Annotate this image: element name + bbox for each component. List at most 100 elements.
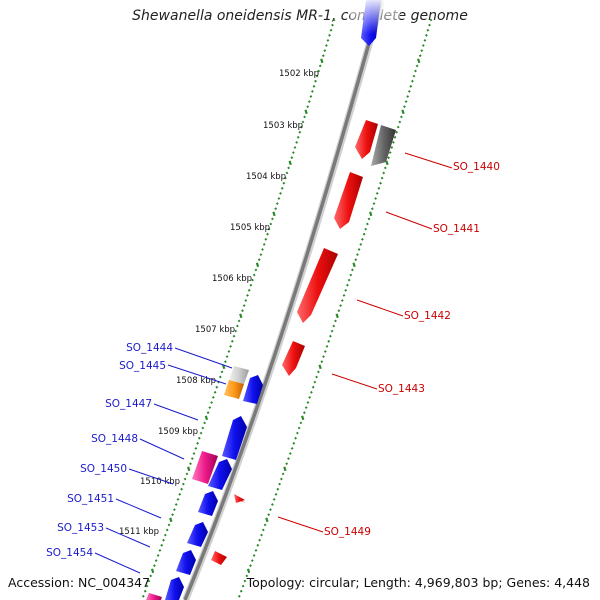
gene-so1449-small[interactable] xyxy=(234,494,245,503)
minor-tick xyxy=(332,324,336,328)
minor-tick xyxy=(395,130,399,134)
leader-so1442 xyxy=(356,299,404,317)
label-so1447[interactable]: SO_1447 xyxy=(105,398,152,410)
minor-tick xyxy=(272,498,276,501)
gene-so1445-orange[interactable] xyxy=(224,380,244,399)
major-tick xyxy=(369,211,373,217)
minor-tick xyxy=(377,186,381,190)
scale-label-1503: 1503 kbp xyxy=(263,121,303,131)
minor-tick xyxy=(362,232,366,236)
gene-so1450[interactable] xyxy=(208,459,232,490)
label-so1449[interactable]: SO_1449 xyxy=(324,526,371,538)
gene-so1454[interactable] xyxy=(176,550,196,575)
label-so1453[interactable]: SO_1453 xyxy=(57,522,104,534)
minor-tick xyxy=(189,462,192,466)
minor-tick xyxy=(210,401,213,404)
leader-so1453 xyxy=(105,527,151,548)
label-so1454[interactable]: SO_1454 xyxy=(46,547,93,559)
minor-tick xyxy=(429,18,433,22)
minor-tick xyxy=(324,44,328,47)
label-so1448[interactable]: SO_1448 xyxy=(91,433,138,445)
minor-tick xyxy=(274,492,278,496)
label-so1451[interactable]: SO_1451 xyxy=(67,493,114,505)
minor-tick xyxy=(313,380,317,384)
gene-so1440-gray[interactable] xyxy=(371,125,396,166)
minor-tick xyxy=(176,498,180,501)
minor-tick xyxy=(256,543,260,547)
gene-so1453[interactable] xyxy=(187,522,208,547)
gene-so1447[interactable] xyxy=(222,416,247,460)
gene-so1441[interactable] xyxy=(334,172,363,229)
gene-so1443[interactable] xyxy=(282,341,305,376)
gene-so1451[interactable] xyxy=(198,491,218,516)
minor-tick xyxy=(260,533,263,537)
gene-bottom-blue[interactable] xyxy=(165,577,184,600)
gene-small-red[interactable] xyxy=(211,551,227,565)
minor-tick xyxy=(359,243,363,246)
label-so1443[interactable]: SO_1443 xyxy=(378,383,425,395)
gene-so1444-gray[interactable] xyxy=(229,366,249,384)
minor-tick xyxy=(375,192,379,195)
minor-tick xyxy=(288,452,292,455)
minor-tick xyxy=(171,513,174,517)
minor-tick xyxy=(410,79,414,83)
minor-tick xyxy=(234,329,238,333)
minor-tick xyxy=(295,141,299,144)
minor-tick xyxy=(283,176,287,180)
minor-tick xyxy=(274,207,278,211)
minor-tick xyxy=(414,69,417,73)
minor-tick xyxy=(270,503,274,506)
minor-tick xyxy=(276,487,280,491)
minor-tick xyxy=(215,385,219,389)
minor-tick xyxy=(259,253,263,256)
label-so1444[interactable]: SO_1444 xyxy=(126,342,173,354)
gene-so1446[interactable] xyxy=(243,375,263,404)
minor-tick xyxy=(322,355,325,358)
gene-so1442[interactable] xyxy=(297,248,338,323)
label-so1442[interactable]: SO_1442 xyxy=(404,310,451,322)
minor-tick xyxy=(407,90,411,93)
minor-tick xyxy=(178,492,182,496)
minor-tick xyxy=(391,141,395,144)
minor-tick xyxy=(251,278,254,282)
minor-tick xyxy=(393,135,397,139)
minor-tick xyxy=(143,589,147,593)
label-so1445[interactable]: SO_1445 xyxy=(119,360,166,372)
minor-tick xyxy=(280,186,284,190)
minor-tick xyxy=(247,288,251,292)
label-so1440[interactable]: SO_1440 xyxy=(453,161,500,173)
minor-tick xyxy=(254,548,258,552)
label-so1441[interactable]: SO_1441 xyxy=(433,223,480,235)
minor-tick xyxy=(308,396,312,399)
minor-tick xyxy=(279,477,283,481)
minor-tick xyxy=(285,462,289,466)
minor-tick xyxy=(325,345,329,348)
minor-tick xyxy=(213,390,217,394)
forward-labels: SO_1444 SO_1445 SO_1447 SO_1448 SO_1450 … xyxy=(46,342,233,574)
gene-so1440-arrow[interactable] xyxy=(355,120,378,159)
minor-tick xyxy=(339,304,343,307)
minor-tick xyxy=(301,120,305,124)
minor-tick xyxy=(197,436,201,440)
minor-tick xyxy=(278,482,282,486)
gene-so1448[interactable] xyxy=(192,451,218,484)
scale-ticks xyxy=(141,18,336,598)
minor-tick xyxy=(180,487,183,491)
major-tick xyxy=(246,568,251,574)
major-tick xyxy=(272,211,276,217)
minor-tick xyxy=(328,334,332,338)
minor-tick xyxy=(310,89,314,93)
minor-tick xyxy=(244,299,248,302)
gene-bottom-pink[interactable] xyxy=(146,593,162,600)
minor-tick xyxy=(317,69,321,73)
minor-tick xyxy=(357,248,361,251)
minor-tick xyxy=(261,248,264,251)
minor-tick xyxy=(306,105,310,109)
leader-so1454 xyxy=(94,552,141,574)
major-tick xyxy=(169,517,173,523)
minor-tick xyxy=(379,181,382,185)
minor-tick xyxy=(342,294,346,297)
label-so1450[interactable]: SO_1450 xyxy=(80,463,127,475)
minor-tick xyxy=(245,574,249,578)
